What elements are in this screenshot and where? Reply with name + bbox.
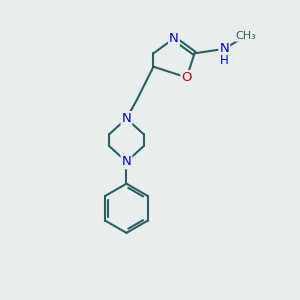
Text: N: N xyxy=(219,42,229,56)
Text: N: N xyxy=(122,155,131,168)
Text: N: N xyxy=(169,32,179,45)
Text: N: N xyxy=(122,112,131,125)
Text: H: H xyxy=(220,54,229,67)
Text: O: O xyxy=(182,71,192,84)
Text: CH₃: CH₃ xyxy=(236,31,256,41)
